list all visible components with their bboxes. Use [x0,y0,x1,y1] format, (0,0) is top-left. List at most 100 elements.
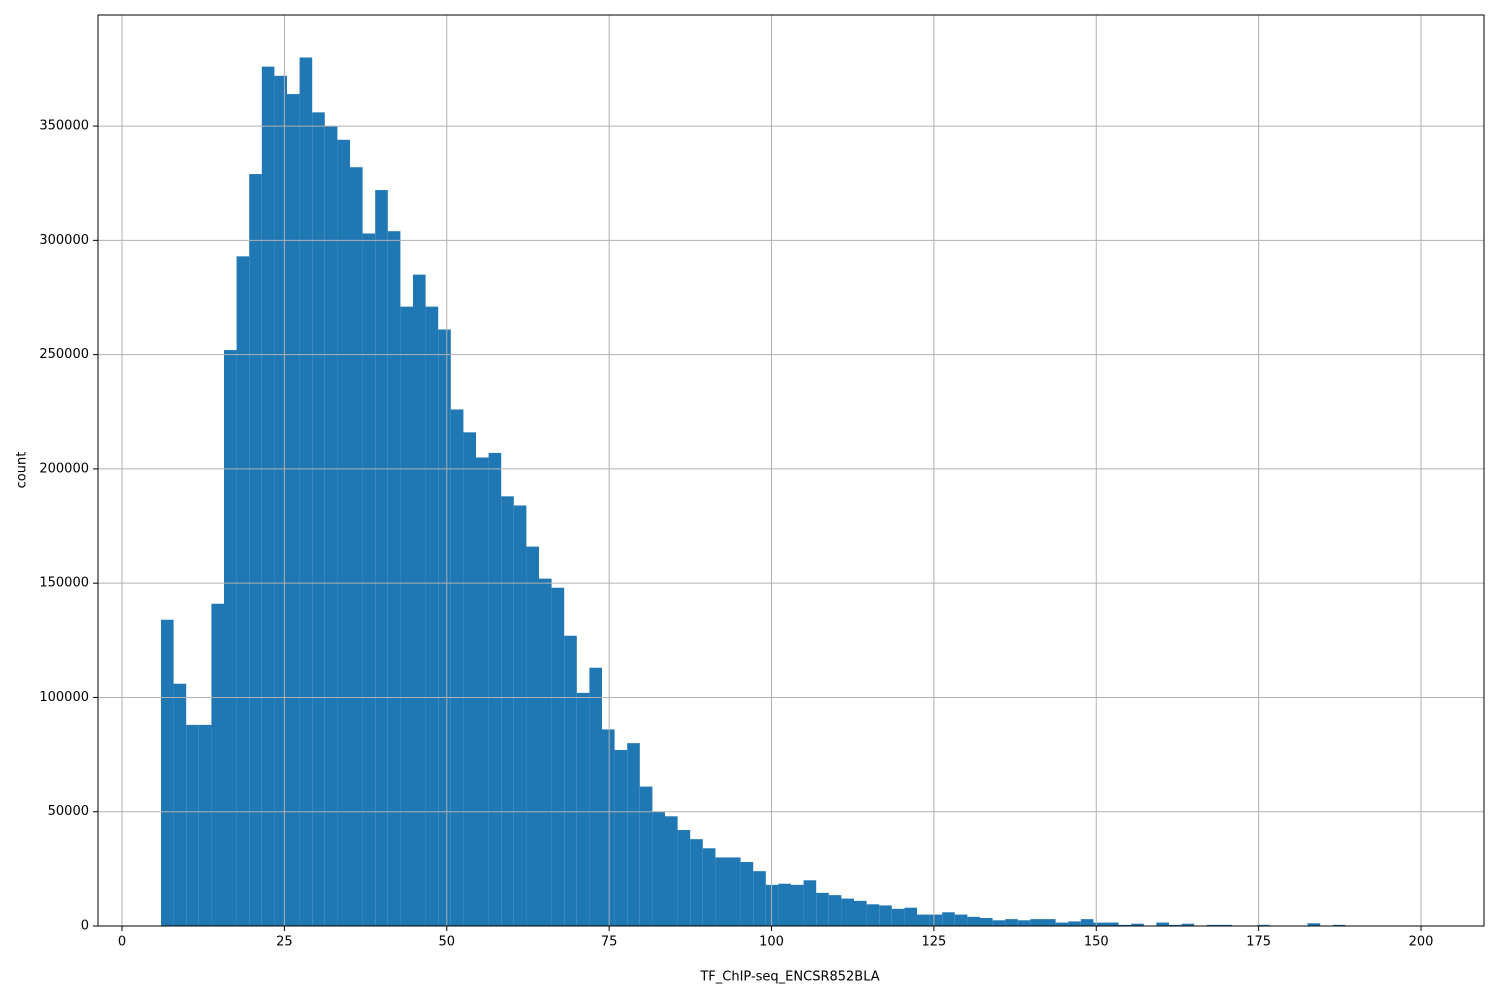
bar [375,190,388,927]
x-tick-label: 125 [921,935,946,950]
bar [904,907,917,926]
x-tick-label: 175 [1246,935,1271,950]
bar [1206,924,1220,926]
x-tick-label: 100 [759,935,784,950]
bar [627,743,640,926]
bar [564,635,577,926]
bar [1307,923,1321,926]
bar [690,839,703,926]
bar [1093,922,1106,926]
x-axis-label: TF_ChIP-seq_ENCSR852BLA [699,970,879,985]
bar [954,914,968,926]
plot-frame [97,14,1485,927]
bar [614,750,628,926]
x-tick-label: 25 [276,935,293,950]
x-tick-label: 75 [601,935,618,950]
bar [1005,919,1018,926]
bar [161,619,174,926]
bar [728,857,741,926]
bar [891,908,905,926]
bar [249,174,262,927]
bar [1257,924,1270,926]
bar [1219,924,1232,926]
bar [1030,919,1043,926]
bar [1169,924,1182,926]
bar [1017,920,1031,926]
bar [425,306,439,926]
x-tick-label: 200 [1409,935,1434,950]
y-tick-label: 250000 [39,347,89,362]
bar [1181,923,1195,926]
bar [841,898,854,926]
bar [778,883,791,926]
bar [274,75,287,926]
bar [476,457,489,926]
bar [312,112,325,927]
bar [236,256,250,926]
y-tick-label: 150000 [39,576,89,591]
bar [967,916,980,926]
bar [261,66,275,926]
bar [765,884,779,926]
bar [526,546,539,926]
bar [1106,922,1119,926]
bar [879,905,892,926]
bar [866,904,880,926]
bar [1043,919,1056,926]
bar [1118,924,1132,926]
y-tick-label: 50000 [48,804,89,819]
bar [715,857,728,926]
bar [450,409,464,926]
bar [186,724,199,926]
bar [816,892,829,926]
bar [539,578,552,926]
bar [488,452,502,926]
bar [1068,921,1081,926]
bar [753,871,766,926]
bar [992,920,1006,926]
bar [803,880,817,926]
bar [929,914,943,926]
bar [702,848,716,926]
x-tick-label: 0 [118,935,126,950]
bar [501,496,514,926]
bar [791,884,804,926]
bar [1080,919,1094,926]
bar [1055,922,1069,926]
bar [438,329,451,926]
bar [198,724,212,926]
bar [211,603,224,926]
bar [324,126,338,927]
y-tick-label: 300000 [39,233,89,248]
y-tick-label: 200000 [39,461,89,476]
bar [350,167,363,927]
bar [287,94,300,927]
bar [1156,922,1169,926]
bar [677,830,691,926]
bar [980,918,993,926]
bar [652,811,665,926]
y-axis-label: count [15,452,30,489]
x-tick-label: 50 [438,935,455,950]
bar [1332,924,1346,926]
bar [828,895,842,926]
bar [400,306,413,926]
bar [854,900,867,926]
bar [387,231,401,926]
bar [576,692,590,926]
bar [551,587,565,926]
bar [224,350,237,926]
bar [299,57,313,927]
bar [173,683,187,926]
bar [513,505,527,926]
bar [362,233,376,927]
bar [1131,923,1144,926]
bar [602,729,615,926]
bar [942,912,955,926]
y-tick-label: 0 [81,919,89,934]
y-tick-label: 350000 [39,119,89,134]
bar [589,667,602,926]
bar [639,786,653,926]
